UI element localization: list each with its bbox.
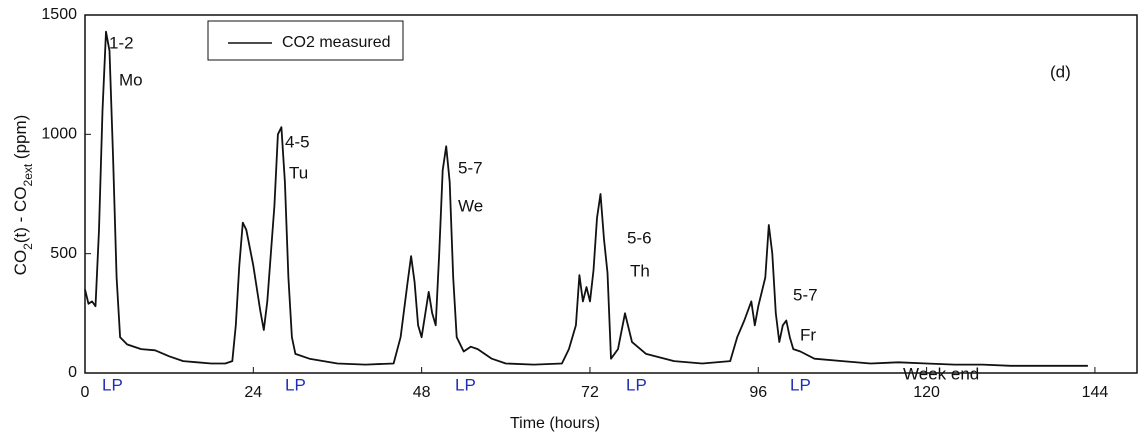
y-tick-label: 0 <box>68 364 77 381</box>
y-tick-label: 1500 <box>41 6 77 23</box>
annotation: Mo <box>119 70 143 89</box>
y-label-part: (t) - CO <box>11 186 30 243</box>
annotation: 5-7 <box>458 158 483 177</box>
x-tick-label: 72 <box>581 384 599 401</box>
x-tick-label: 96 <box>749 384 767 401</box>
y-label-part: CO <box>11 250 30 276</box>
y-tick-label: 500 <box>50 245 77 262</box>
annotation: We <box>458 196 483 215</box>
data-line <box>84 30 1088 367</box>
annotation: Tu <box>289 163 308 182</box>
x-tick-label: 120 <box>913 384 940 401</box>
x-axis-label: Time (hours) <box>510 415 600 432</box>
lp-label: LP <box>285 375 306 394</box>
lp-label: LP <box>626 375 647 394</box>
legend-label: CO2 measured <box>282 34 391 51</box>
legend-box <box>207 20 404 61</box>
y-label-part: 2ext <box>21 163 35 186</box>
lp-label: LP <box>102 375 123 394</box>
x-tick-label: 48 <box>413 384 431 401</box>
annotation: Week end <box>903 364 979 383</box>
annotation: 1-2 <box>109 33 134 52</box>
lp-label: LP <box>790 375 811 394</box>
x-tick-label: 24 <box>244 384 262 401</box>
y-label-part: 2 <box>21 243 35 250</box>
x-tick-label: 0 <box>81 384 90 401</box>
x-tick-label: 144 <box>1082 384 1109 401</box>
lp-label: LP <box>455 375 476 394</box>
annotation: (d) <box>1050 62 1071 81</box>
y-label-part: (ppm) <box>11 115 30 164</box>
annotation: 4-5 <box>285 132 310 151</box>
y-tick-label: 1000 <box>41 126 77 143</box>
annotation: 5-7 <box>793 285 818 304</box>
annotation: Fr <box>800 325 816 344</box>
plot-frame <box>84 14 1138 374</box>
annotation: Th <box>630 261 650 280</box>
y-axis-label: CO2(t) - CO2ext (ppm) <box>11 115 35 276</box>
annotation: 5-6 <box>627 228 652 247</box>
